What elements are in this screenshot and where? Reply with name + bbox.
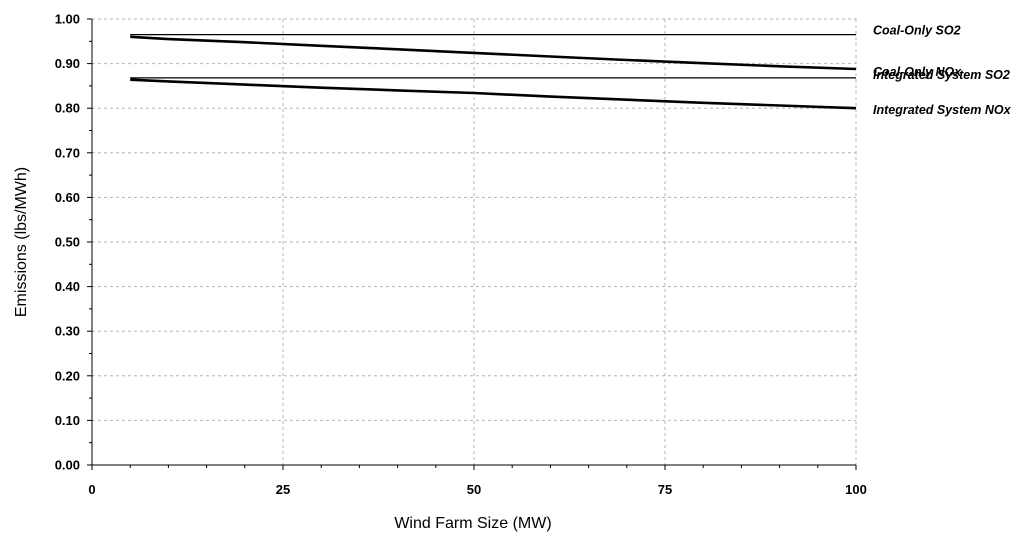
grid-layer	[92, 18, 857, 465]
series-line	[130, 35, 857, 71]
x-tick-label: 25	[276, 482, 290, 497]
series-line	[130, 78, 857, 110]
series-layer	[130, 33, 857, 110]
y-tick-label: 0.20	[55, 368, 80, 383]
x-tick-label: 0	[88, 482, 95, 497]
x-tick-label: 50	[467, 482, 481, 497]
x-axis-title: Wind Farm Size (MW)	[394, 515, 551, 532]
y-tick-label: 0.70	[55, 145, 80, 160]
label-layer: 0.00 0.10 0.20 0.30 0.40 0.50 0.60 0.70 0.80 0.90…	[55, 12, 1012, 498]
x-tick-label: 100	[845, 482, 867, 497]
y-tick-label: 0.50	[55, 235, 80, 250]
axis-layer	[87, 18, 857, 470]
y-tick-label: 0.00	[55, 458, 80, 473]
y-tick-label: 1.00	[55, 12, 80, 27]
y-tick-label: 0.30	[55, 324, 80, 339]
series-label: Integrated System SO2	[873, 68, 1010, 82]
series-label: Coal-Only SO2	[873, 24, 961, 38]
y-tick-label: 0.60	[55, 190, 80, 205]
series-label: Integrated System NOx	[873, 103, 1012, 117]
y-tick-label: 0.90	[55, 56, 80, 71]
y-tick-label: 0.40	[55, 279, 80, 294]
y-axis-title: Emissions (lbs/MWh)	[13, 167, 30, 317]
series-label: Coal-Only NOx	[873, 65, 962, 79]
y-tick-label: 0.80	[55, 101, 80, 116]
y-tick-label: 0.10	[55, 413, 80, 428]
x-tick-label: 75	[658, 482, 672, 497]
